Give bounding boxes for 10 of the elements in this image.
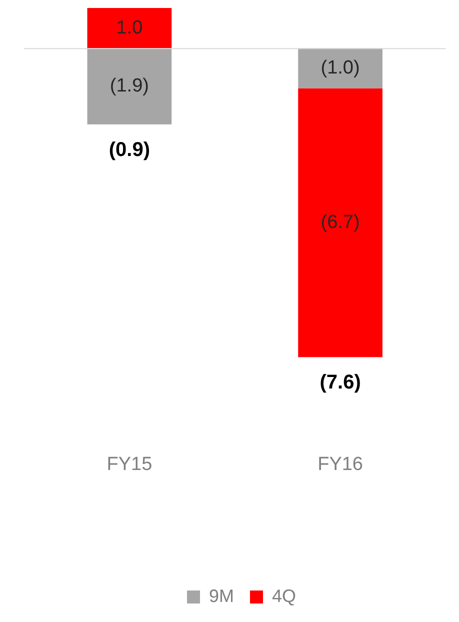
data-label: (1.0) bbox=[320, 57, 360, 78]
total-label: (0.9) bbox=[108, 138, 150, 161]
data-label: 1.0 bbox=[116, 17, 143, 38]
data-label: (1.9) bbox=[110, 76, 149, 97]
total-label: (7.6) bbox=[320, 372, 361, 394]
data-label: (6.7) bbox=[320, 212, 360, 233]
legend-label: 9M bbox=[208, 586, 234, 606]
x-tick-label: FY15 bbox=[106, 454, 152, 475]
legend-label: 4Q bbox=[272, 586, 296, 606]
x-tick-label: FY16 bbox=[318, 454, 364, 475]
